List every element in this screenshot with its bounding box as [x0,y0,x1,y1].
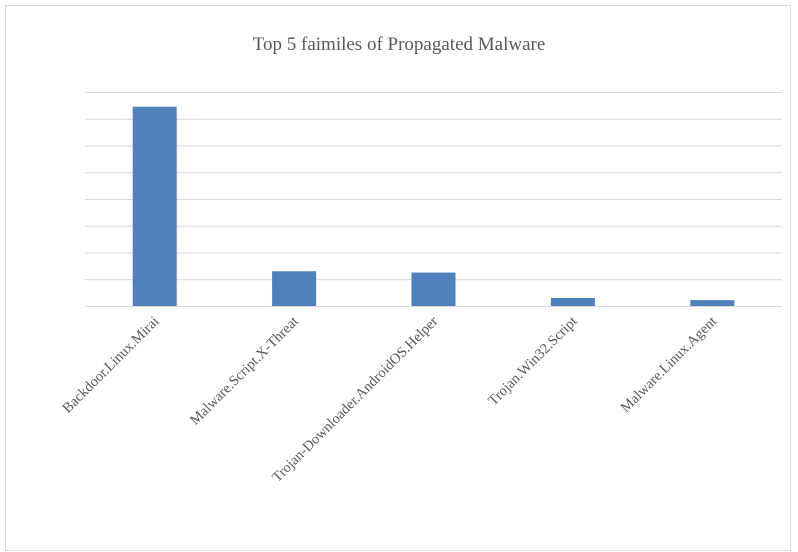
bar-malware-linux-agent [690,300,735,306]
x-tick-label: Malware.Linux.Agent [618,314,720,416]
x-tick-label: Malware.Script.X-Threat [187,314,302,429]
gridlines [85,92,782,307]
bar-backdoor-linux-mirai [132,106,177,307]
bar-trojan-downloader-androidos-helper [411,272,456,306]
x-tick-label: Trojan-Downloader.AndroidOS.Helper [269,313,441,485]
x-tick-labels: Backdoor.Linux.Mirai Malware.Script.X-Thr… [60,313,721,485]
chart-title: Top 5 faimiles of Propagated Malware [252,34,546,55]
x-tick-label: Trojan.Win32.Script [485,314,580,409]
bars [132,106,735,307]
bar-trojan-win32-script [550,297,595,306]
bar-malware-script-x-threat [272,271,317,306]
x-tick-label: Backdoor.Linux.Mirai [60,314,163,417]
